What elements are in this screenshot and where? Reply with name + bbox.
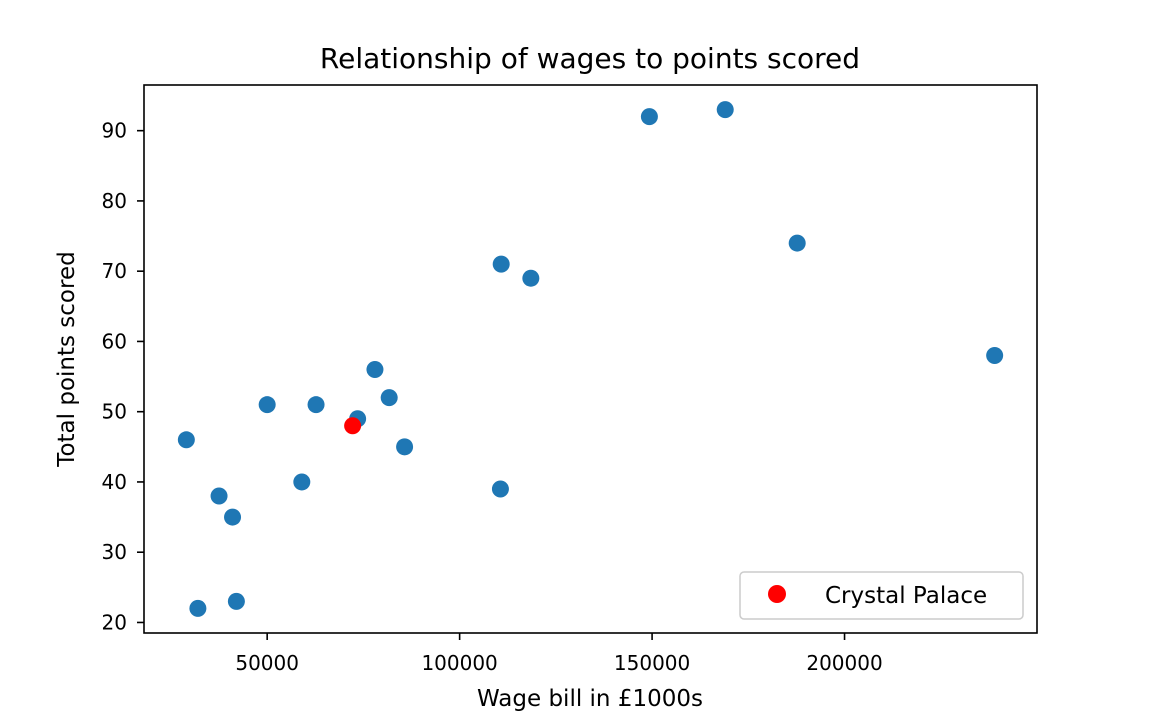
- scatter-point: [986, 346, 1004, 364]
- y-tick-label: 40: [102, 470, 127, 494]
- y-axis-label: Total points scored: [54, 251, 80, 467]
- scatter-point: [307, 396, 325, 414]
- y-tick-label: 20: [102, 610, 127, 634]
- y-axis-ticks: 20 30 40 50 60 70 80 90: [102, 119, 144, 634]
- scatter-point: [380, 389, 398, 407]
- scatter-point: [224, 508, 242, 526]
- y-tick-label: 50: [102, 400, 127, 424]
- x-tick-label: 100000: [421, 651, 497, 675]
- y-tick-label: 60: [102, 329, 127, 353]
- x-tick-label: 50000: [235, 651, 299, 675]
- scatter-point: [491, 480, 509, 498]
- scatter-point: [640, 108, 658, 126]
- x-axis-ticks: 50000 100000 150000 200000: [235, 633, 883, 675]
- scatter-point: [177, 431, 195, 449]
- scatter-point-crystal-palace: [344, 417, 362, 435]
- scatter-point: [522, 269, 540, 287]
- legend-box: [739, 571, 1024, 620]
- scatter-point: [716, 101, 734, 119]
- y-tick-label: 30: [102, 540, 127, 564]
- legend-label-crystal-palace: Crystal Palace: [825, 583, 987, 609]
- legend-marker-crystal-palace: [768, 585, 786, 603]
- scatter-point: [788, 234, 806, 252]
- plot-area: [143, 84, 1038, 634]
- scatter-point: [227, 592, 245, 610]
- scatter-point: [258, 396, 276, 414]
- data-points: [177, 101, 1004, 617]
- y-tick-label: 70: [102, 259, 127, 283]
- x-tick-label: 200000: [806, 651, 882, 675]
- scatter-point: [492, 255, 510, 273]
- x-axis-label: Wage bill in £1000s: [477, 686, 703, 711]
- legend: Crystal Palace: [739, 571, 1024, 620]
- scatter-point: [396, 438, 414, 456]
- chart-title: Relationship of wages to points scored: [320, 42, 860, 75]
- x-tick-label: 150000: [614, 651, 690, 675]
- y-tick-label: 90: [102, 119, 127, 143]
- scatter-point: [293, 473, 311, 491]
- scatter-point: [366, 361, 384, 379]
- scatter-point: [189, 599, 207, 617]
- y-tick-label: 80: [102, 189, 127, 213]
- scatter-point: [210, 487, 228, 505]
